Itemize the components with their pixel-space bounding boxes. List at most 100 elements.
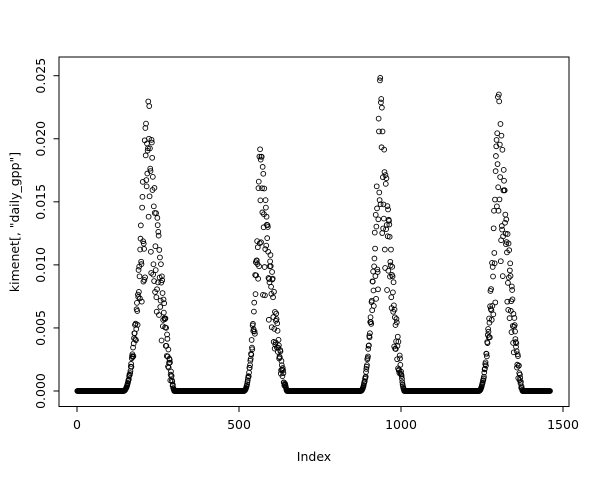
data-point: [274, 320, 281, 327]
data-point: [510, 311, 517, 317]
y-tick-label: 0.020: [33, 121, 48, 157]
data-point: [497, 121, 504, 127]
data-point: [277, 348, 284, 355]
data-point: [259, 185, 265, 192]
data-point: [497, 258, 504, 265]
data-point: [505, 307, 512, 313]
data-point: [149, 154, 156, 161]
data-point: [142, 152, 149, 159]
data-point: [261, 264, 268, 270]
data-point: [368, 321, 375, 327]
data-point: [372, 245, 378, 252]
data-point: [379, 128, 386, 135]
data-point: [267, 258, 273, 265]
data-point: [265, 316, 272, 323]
data-point: [262, 292, 268, 299]
data-point: [394, 342, 401, 349]
data-point: [159, 273, 165, 280]
data-point: [264, 224, 271, 230]
data-point: [373, 223, 380, 230]
data-point: [268, 283, 274, 290]
data-point: [503, 216, 510, 223]
data-point: [393, 319, 400, 326]
data-point: [169, 378, 176, 385]
data-point: [491, 207, 497, 214]
data-point: [370, 287, 377, 294]
data-point: [488, 286, 494, 292]
data-point: [130, 353, 137, 360]
data-point: [153, 294, 160, 301]
data-point: [161, 300, 168, 307]
data-point: [379, 230, 386, 236]
data-point: [501, 187, 508, 194]
data-point: [373, 295, 379, 302]
data-point: [485, 326, 492, 332]
data-point: [263, 204, 269, 211]
data-point: [129, 354, 136, 360]
data-point: [491, 250, 498, 256]
data-point: [481, 373, 487, 380]
data-point: [147, 165, 154, 172]
data-point: [374, 205, 380, 212]
x-tick-label: 1000: [385, 417, 417, 432]
data-point: [148, 248, 154, 255]
data-point: [395, 338, 402, 345]
data-point: [547, 388, 553, 394]
data-point: [170, 382, 176, 388]
data-point: [365, 353, 371, 360]
data-point: [252, 291, 259, 297]
data-point: [388, 294, 395, 301]
data-point: [506, 315, 513, 322]
data-point: [386, 221, 393, 228]
data-point: [276, 354, 283, 361]
data-point: [145, 98, 152, 105]
x-tick-label: 0: [73, 417, 81, 432]
data-point: [382, 172, 389, 178]
data-point: [272, 309, 278, 315]
data-point: [167, 359, 173, 366]
data-point: [133, 337, 139, 343]
data-point: [160, 309, 167, 316]
data-point: [128, 363, 135, 370]
data-point: [507, 260, 514, 267]
data-point: [517, 371, 523, 378]
data-point: [493, 137, 500, 143]
data-point: [256, 240, 263, 247]
data-point: [390, 289, 396, 296]
data-point: [490, 225, 497, 232]
data-point: [484, 340, 491, 346]
data-point: [499, 226, 505, 233]
data-point: [486, 334, 493, 341]
data-point: [492, 168, 499, 174]
data-point: [143, 120, 149, 127]
data-point: [372, 211, 379, 218]
plot-area-border: [58, 56, 570, 407]
data-point: [147, 168, 154, 174]
data-point: [490, 311, 497, 318]
data-point: [136, 273, 143, 280]
data-point: [128, 361, 134, 367]
data-point: [387, 262, 394, 269]
data-point: [496, 98, 503, 105]
data-point: [246, 365, 253, 371]
data-point: [152, 267, 159, 273]
data-point: [134, 300, 140, 306]
data-point: [278, 358, 285, 364]
data-point: [494, 161, 501, 167]
data-point: [150, 203, 157, 210]
data-point: [275, 337, 282, 343]
data-point: [258, 239, 264, 246]
data-point: [150, 271, 156, 278]
data-point: [161, 316, 168, 323]
data-point: [506, 274, 512, 281]
data-point: [157, 304, 164, 310]
data-point: [374, 266, 381, 273]
y-tick-label: 0.025: [33, 58, 48, 94]
y-tick-label: 0.015: [33, 184, 48, 220]
data-point: [490, 273, 496, 280]
data-point: [499, 146, 506, 153]
data-point: [387, 258, 394, 265]
data-point: [134, 308, 141, 314]
data-point: [154, 222, 161, 228]
data-point: [502, 211, 509, 218]
